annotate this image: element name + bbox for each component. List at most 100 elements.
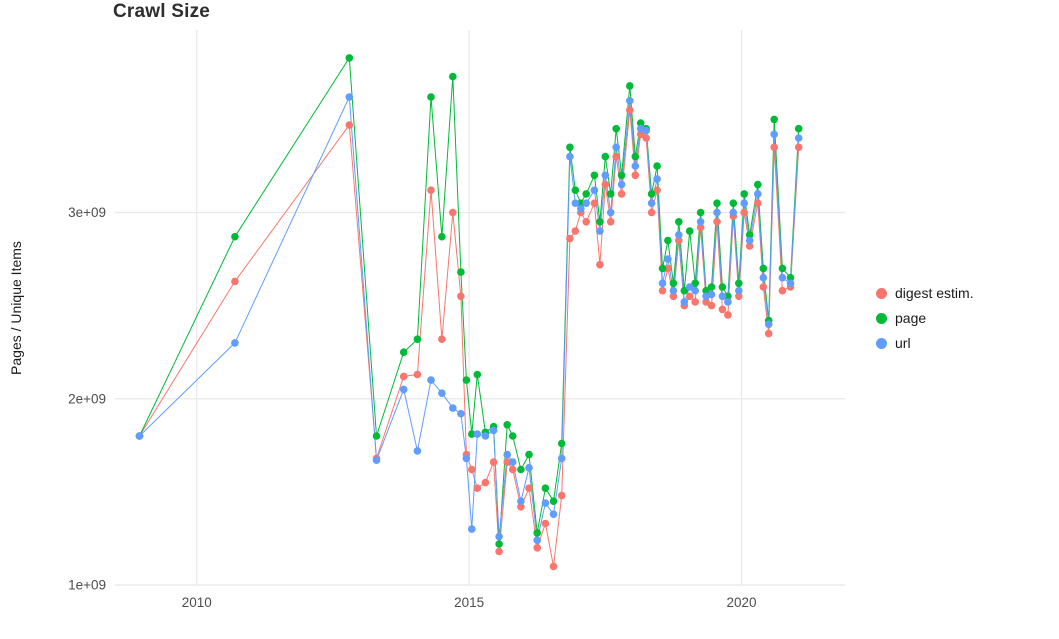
- series-point: [759, 273, 768, 282]
- series-point: [606, 208, 615, 217]
- series-point: [557, 454, 566, 463]
- legend-item-url: url: [876, 335, 974, 351]
- series-point: [533, 536, 541, 545]
- series-point: [653, 186, 661, 194]
- series-point: [636, 130, 645, 139]
- series-point: [702, 298, 710, 306]
- series-point: [612, 143, 620, 152]
- series-point: [770, 115, 778, 124]
- series-line-digest-estim-: [139, 109, 800, 567]
- series-point: [770, 143, 778, 152]
- series-point: [696, 208, 705, 217]
- x-tick-label: 2015: [454, 595, 484, 610]
- series-point: [457, 409, 465, 418]
- series-point: [617, 171, 626, 180]
- series-point: [696, 218, 705, 226]
- series-point: [764, 329, 773, 338]
- series-point: [549, 510, 558, 518]
- series-point: [596, 260, 604, 269]
- series-point: [503, 421, 512, 429]
- series-point: [642, 134, 650, 142]
- series-point: [541, 484, 550, 493]
- legend: digest estim. page url: [876, 285, 974, 351]
- series-point: [413, 370, 422, 379]
- series-point: [631, 162, 640, 170]
- series-point: [754, 199, 762, 207]
- series-point: [740, 208, 748, 217]
- series-point: [541, 499, 550, 507]
- series-point: [612, 124, 620, 133]
- series-point: [724, 292, 732, 301]
- series-point: [399, 385, 408, 394]
- series-point: [473, 484, 482, 493]
- series-point: [462, 454, 471, 463]
- series-point: [549, 497, 558, 506]
- series-point: [631, 171, 640, 180]
- series-point: [541, 519, 550, 528]
- series-point: [508, 465, 517, 474]
- series-point: [372, 432, 381, 440]
- series-point: [231, 232, 239, 241]
- series-point: [372, 456, 381, 465]
- series-point: [647, 190, 656, 198]
- series-point: [794, 143, 803, 152]
- series-point: [626, 106, 634, 114]
- series-point: [724, 311, 732, 319]
- series-point: [713, 199, 721, 207]
- series-point: [740, 199, 748, 207]
- series-point: [794, 124, 803, 133]
- series-point: [754, 190, 762, 198]
- series-point: [685, 292, 694, 301]
- legend-label-url: url: [895, 335, 911, 351]
- legend-key-digest-estim-icon: [876, 287, 887, 299]
- series-point: [729, 208, 738, 217]
- series-point: [702, 286, 710, 295]
- series-point: [658, 286, 667, 295]
- series-point: [669, 286, 678, 295]
- series-point: [724, 298, 732, 306]
- series-point: [685, 227, 694, 235]
- series-point: [571, 186, 580, 194]
- series-point: [642, 126, 650, 135]
- series-point: [596, 218, 604, 226]
- series-point: [582, 218, 590, 226]
- series-point: [770, 130, 778, 139]
- series-point: [438, 232, 446, 241]
- series-point: [517, 503, 525, 511]
- series-point: [675, 231, 683, 239]
- series-point: [680, 286, 689, 295]
- series-point: [653, 175, 661, 183]
- y-tick-label: 1e+09: [68, 578, 106, 593]
- series-point: [658, 279, 667, 288]
- series-point: [718, 292, 727, 301]
- series-point: [626, 82, 634, 90]
- series-point: [345, 121, 354, 129]
- series-point: [481, 478, 490, 487]
- series-point: [606, 218, 615, 226]
- series-point: [495, 532, 503, 541]
- series-point: [669, 279, 678, 288]
- series-point: [489, 458, 498, 466]
- series-point: [658, 264, 667, 273]
- series-point: [345, 93, 354, 101]
- series-point: [557, 439, 566, 448]
- series-point: [525, 463, 533, 472]
- series-point: [745, 231, 754, 239]
- series-point: [759, 283, 768, 291]
- series-point: [617, 190, 626, 198]
- series-point: [612, 152, 620, 161]
- series-point: [495, 540, 503, 548]
- series-point: [473, 430, 482, 438]
- series-point: [399, 372, 408, 381]
- series-point: [778, 286, 787, 295]
- legend-key-page-icon: [876, 312, 887, 324]
- series-point: [617, 180, 626, 189]
- series-point: [707, 301, 716, 310]
- legend-key-url-icon: [876, 337, 887, 349]
- series-point: [413, 447, 422, 455]
- y-tick-label: 2e+09: [68, 391, 106, 406]
- series-point: [582, 190, 590, 198]
- series-point: [557, 491, 566, 500]
- series-point: [636, 119, 645, 127]
- series-point: [525, 484, 533, 493]
